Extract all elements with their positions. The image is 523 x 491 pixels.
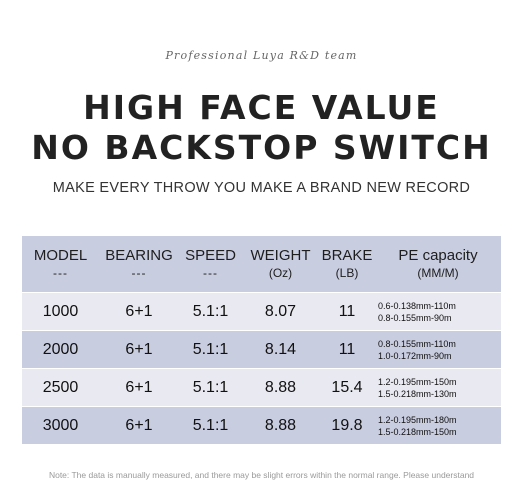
- pe-line: 1.2-0.195mm-180m: [378, 414, 457, 425]
- cell-speed: 5.1:1: [179, 406, 242, 444]
- cell-model: 1000: [22, 292, 99, 331]
- table-row: 1000 6+1 5.1:1 8.07 11 0.6-0.138mm-110m …: [22, 292, 501, 331]
- cell-weight: 8.88: [242, 368, 319, 407]
- table-row: 3000 6+1 5.1:1 8.88 19.8 1.2-0.195mm-180…: [22, 406, 501, 444]
- cell-speed: 5.1:1: [179, 368, 242, 407]
- cell-brake: 11: [319, 330, 375, 369]
- cell-model: 2000: [22, 330, 99, 369]
- header-model: MODEL ---: [22, 236, 99, 293]
- pe-line: 1.5-0.218mm-150m: [378, 426, 457, 437]
- cell-weight: 8.14: [242, 330, 319, 369]
- header-bearing: BEARING ---: [99, 236, 179, 293]
- cell-bearing: 6+1: [99, 406, 179, 444]
- cell-brake: 19.8: [319, 406, 375, 444]
- headline-line-1: HIGH FACE VALUE: [83, 88, 440, 127]
- cell-speed: 5.1:1: [179, 330, 242, 369]
- brand-tagline: Professional Luya R&D team: [165, 49, 358, 62]
- cell-pe-capacity: 1.2-0.195mm-150m 1.5-0.218mm-130m: [375, 368, 501, 407]
- pe-line: 1.0-0.172mm-90m: [378, 350, 452, 361]
- pe-line: 1.2-0.195mm-150m: [378, 376, 457, 387]
- cell-model: 3000: [22, 406, 99, 444]
- pe-line: 0.6-0.138mm-110m: [378, 300, 456, 311]
- cell-bearing: 6+1: [99, 368, 179, 407]
- header-speed: SPEED ---: [179, 236, 242, 293]
- cell-bearing: 6+1: [99, 330, 179, 369]
- table-row: 2500 6+1 5.1:1 8.88 15.4 1.2-0.195mm-150…: [22, 368, 501, 407]
- header-pe-capacity: PE capacity (MM/M): [375, 236, 501, 293]
- cell-brake: 11: [319, 292, 375, 331]
- cell-speed: 5.1:1: [179, 292, 242, 331]
- cell-pe-capacity: 0.6-0.138mm-110m 0.8-0.155mm-90m: [375, 292, 501, 331]
- spec-table: MODEL --- BEARING --- SPEED --- WEIGHT (…: [22, 236, 501, 444]
- cell-weight: 8.88: [242, 406, 319, 444]
- header-brake: BRAKE (LB): [319, 236, 375, 293]
- cell-bearing: 6+1: [99, 292, 179, 331]
- table-header-row: MODEL --- BEARING --- SPEED --- WEIGHT (…: [22, 236, 501, 293]
- cell-brake: 15.4: [319, 368, 375, 407]
- disclaimer-note: Note: The data is manually measured, and…: [48, 470, 475, 480]
- headline-line-2: NO BACKSTOP SWITCH: [31, 128, 492, 167]
- pe-line: 0.8-0.155mm-90m: [378, 312, 452, 323]
- pe-line: 1.5-0.218mm-130m: [378, 388, 457, 399]
- cell-weight: 8.07: [242, 292, 319, 331]
- header-weight: WEIGHT (Oz): [242, 236, 319, 293]
- table-row: 2000 6+1 5.1:1 8.14 11 0.8-0.155mm-110m …: [22, 330, 501, 369]
- cell-model: 2500: [22, 368, 99, 407]
- cell-pe-capacity: 1.2-0.195mm-180m 1.5-0.218mm-150m: [375, 406, 501, 444]
- subtitle: MAKE EVERY THROW YOU MAKE A BRAND NEW RE…: [52, 180, 471, 196]
- cell-pe-capacity: 0.8-0.155mm-110m 1.0-0.172mm-90m: [375, 330, 501, 369]
- pe-line: 0.8-0.155mm-110m: [378, 338, 456, 349]
